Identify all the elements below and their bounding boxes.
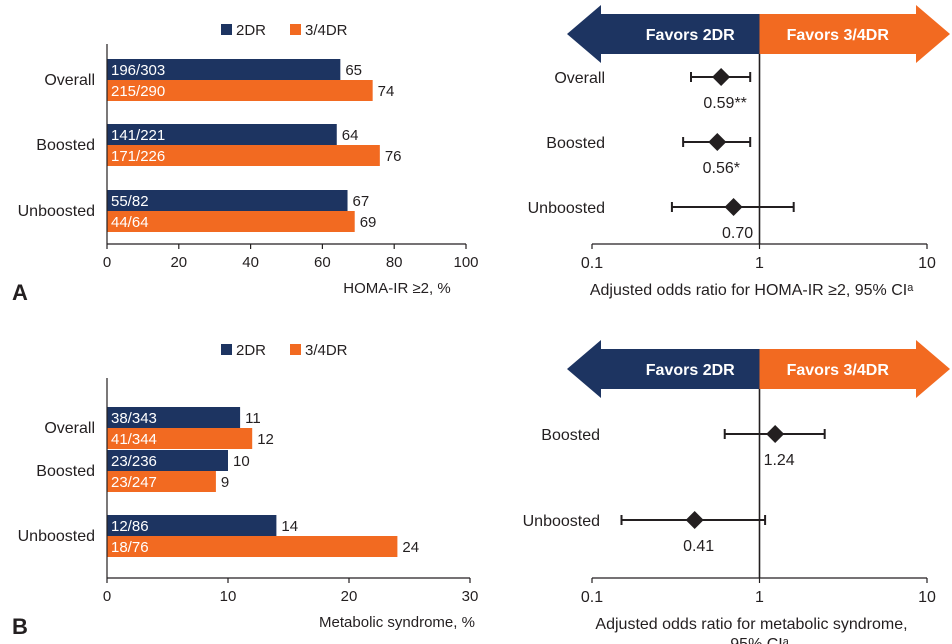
bar-2dr [107,190,348,211]
x-tick-label: 0 [103,254,111,271]
bar-value-label: 65 [345,62,362,79]
legend-swatch-34dr [290,24,301,35]
bar-fraction-label: 171/226 [111,148,165,165]
odds-ratio-label: 1.24 [764,452,795,469]
legend-swatch-2dr [221,24,232,35]
x-tick-label: 10 [918,589,936,606]
bar-value-label: 10 [233,453,250,470]
favors-34dr-label: Favors 3/4DR [787,27,890,44]
bar-value-label: 67 [353,193,370,210]
bar-34dr [107,536,398,557]
category-label: Boosted [36,463,95,480]
panel-label-a: A [12,280,28,305]
x-tick-label: 80 [386,254,403,271]
legend-label-34dr: 3/4DR [305,22,348,39]
bar-fraction-label: 41/344 [111,431,157,448]
bar-2dr [107,407,241,428]
legend-label-2dr: 2DR [236,342,266,359]
odds-ratio-label: 0.70 [722,225,753,242]
bar-34dr [107,145,380,166]
bar-value-label: 9 [221,474,229,491]
favors-2dr-label: Favors 2DR [646,362,735,379]
bar-fraction-label: 55/82 [111,193,149,210]
x-tick-label: 0 [103,588,111,605]
category-label: Overall [554,70,605,87]
favors-34dr-arrow [759,5,950,63]
bar-value-label: 69 [360,214,377,231]
bar-value-label: 11 [245,410,261,427]
odds-ratio-label: 0.56* [703,160,740,177]
bar-value-label: 74 [378,83,395,100]
favors-2dr-arrow [567,5,760,63]
x-axis-title: Adjusted odds ratio for metabolic syndro… [595,616,907,633]
x-tick-label: 10 [220,588,237,605]
x-tick-label: 60 [314,254,331,271]
bar-fraction-label: 38/343 [111,410,157,427]
legend-swatch-2dr [221,344,232,355]
odds-ratio-marker [724,198,743,216]
odds-ratio-marker [712,68,731,86]
category-label: Boosted [541,427,600,444]
x-tick-label: 30 [462,588,479,605]
bar-value-label: 64 [342,127,359,144]
bar-fraction-label: 23/247 [111,474,157,491]
category-label: Overall [44,420,95,437]
x-tick-label: 20 [170,254,187,271]
bar-34dr [107,211,355,232]
x-tick-label: 1 [755,255,764,272]
x-axis-title: Metabolic syndrome, % [319,614,475,631]
x-tick-label: 40 [242,254,259,271]
bar-value-label: 14 [281,518,298,535]
x-axis-title-line2: 95% CIᵃ [730,636,789,644]
legend-label-34dr: 3/4DR [305,342,348,359]
bar-fraction-label: 44/64 [111,214,149,231]
x-tick-label: 10 [918,255,936,272]
x-axis-title: Adjusted odds ratio for HOMA-IR ≥2, 95% … [590,282,914,299]
bar-2dr [107,515,277,536]
bar-value-label: 76 [385,148,402,165]
bar-2dr [107,450,228,471]
odds-ratio-marker [766,425,785,443]
bar-fraction-label: 215/290 [111,83,165,100]
bar-34dr [107,80,373,101]
odds-ratio-marker [708,133,727,151]
bar-fraction-label: 196/303 [111,62,165,79]
x-tick-label: 1 [755,589,764,606]
panel-label-b: B [12,614,28,639]
category-label: Unboosted [18,203,95,220]
odds-ratio-marker [685,511,704,529]
bar-fraction-label: 18/76 [111,539,149,556]
bar-value-label: 24 [402,539,419,556]
bar-value-label: 12 [257,431,274,448]
x-tick-label: 0.1 [581,589,603,606]
category-label: Boosted [546,135,605,152]
favors-2dr-arrow [567,340,760,398]
favors-34dr-label: Favors 3/4DR [787,362,890,379]
bar-fraction-label: 141/221 [111,127,165,144]
bar-34dr [107,471,216,492]
x-tick-label: 0.1 [581,255,603,272]
legend-swatch-34dr [290,344,301,355]
odds-ratio-label: 0.59** [703,95,747,112]
favors-2dr-label: Favors 2DR [646,27,735,44]
bar-2dr [107,124,337,145]
category-label: Unboosted [528,200,605,217]
bar-fraction-label: 23/236 [111,453,157,470]
x-axis-title: HOMA-IR ≥2, % [343,280,450,297]
bar-fraction-label: 12/86 [111,518,149,535]
bar-34dr [107,428,253,449]
category-label: Unboosted [18,528,95,545]
bar-2dr [107,59,341,80]
x-tick-label: 20 [341,588,358,605]
category-label: Unboosted [523,513,600,530]
legend-label-2dr: 2DR [236,22,266,39]
odds-ratio-label: 0.41 [683,538,714,555]
favors-34dr-arrow [759,340,950,398]
x-tick-label: 100 [453,254,478,271]
category-label: Boosted [36,137,95,154]
category-label: Overall [44,72,95,89]
